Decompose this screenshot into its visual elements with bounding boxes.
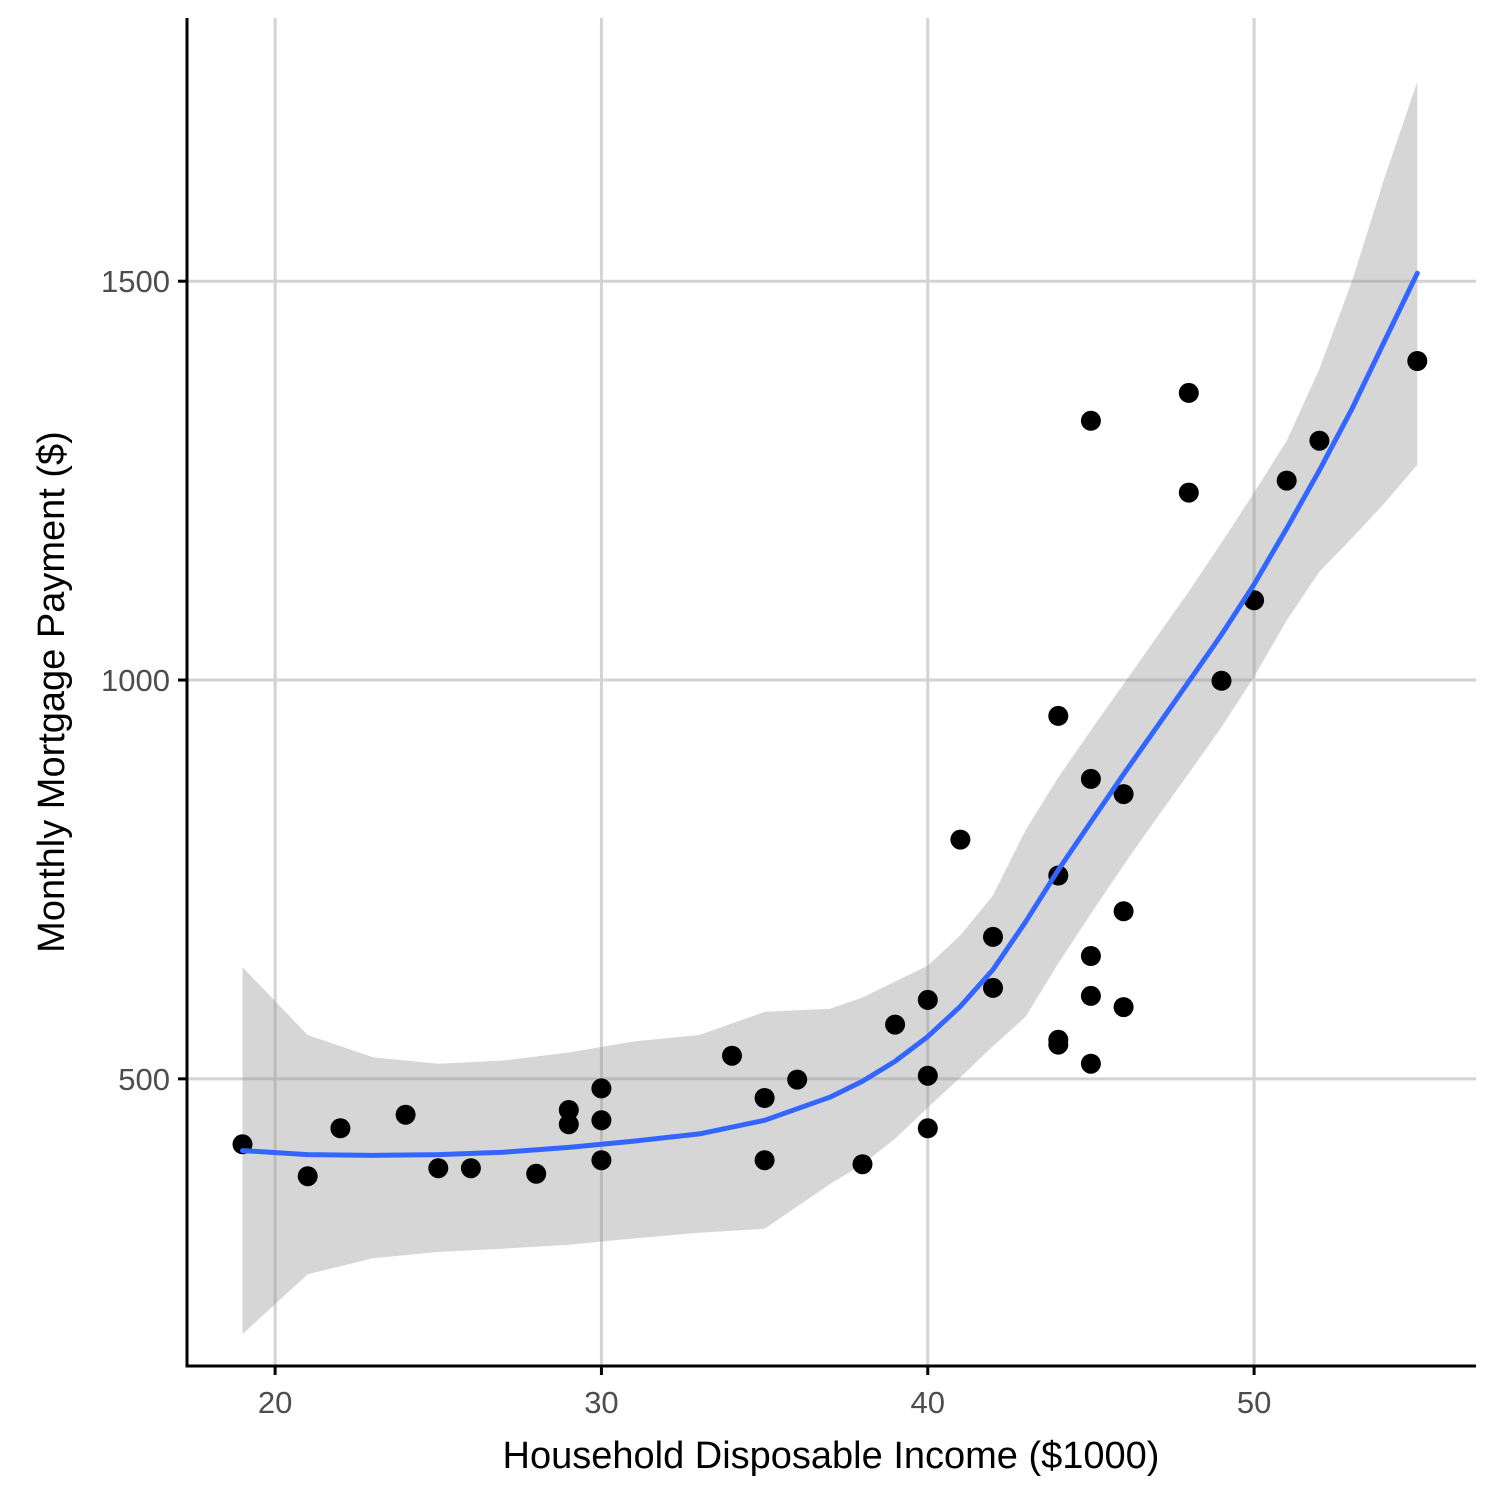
- data-point: [1080, 410, 1101, 431]
- data-point: [297, 1166, 318, 1187]
- data-point: [1113, 997, 1134, 1018]
- data-point: [1276, 470, 1297, 491]
- data-point: [591, 1078, 612, 1099]
- data-point: [460, 1158, 481, 1179]
- axis-ticks: 20 30 40 50 500 1000 1500: [101, 264, 1271, 1420]
- data-point: [1080, 985, 1101, 1006]
- data-point: [395, 1104, 416, 1125]
- data-point: [885, 1014, 906, 1035]
- y-tick-label: 1000: [101, 663, 170, 698]
- y-tick-label: 500: [118, 1062, 170, 1097]
- data-point: [1080, 1053, 1101, 1074]
- x-tick-label: 20: [258, 1385, 292, 1420]
- data-point: [983, 977, 1003, 998]
- x-tick-label: 40: [911, 1385, 945, 1420]
- x-tick-label: 50: [1237, 1385, 1271, 1420]
- smooth-fit-line: [240, 270, 1420, 1158]
- data-point: [558, 1100, 579, 1120]
- data-point: [1178, 482, 1199, 503]
- data-point: [591, 1150, 612, 1171]
- data-point: [591, 1110, 612, 1131]
- data-point: [1113, 901, 1134, 922]
- data-points: [232, 351, 1428, 1187]
- confidence-ribbon: [242, 81, 1418, 1335]
- x-axis-title: Household Disposable Income ($1000): [503, 1435, 1160, 1477]
- data-point: [917, 989, 938, 1010]
- data-point: [852, 1154, 873, 1175]
- x-tick-label: 30: [584, 1385, 618, 1420]
- data-point: [722, 1045, 742, 1066]
- data-point: [1048, 1034, 1069, 1055]
- data-point: [917, 1118, 938, 1139]
- data-point: [1113, 784, 1134, 805]
- data-point: [428, 1158, 449, 1179]
- data-point: [1407, 351, 1428, 371]
- y-axis-title: Monthly Mortgage Payment ($): [31, 431, 73, 953]
- gridlines: [187, 18, 1476, 1366]
- data-point: [1309, 430, 1330, 451]
- data-point: [1048, 705, 1069, 726]
- data-point: [917, 1065, 938, 1086]
- data-point: [983, 926, 1003, 947]
- data-point: [787, 1069, 808, 1090]
- data-point: [1080, 946, 1101, 966]
- data-point: [754, 1088, 775, 1108]
- data-point: [526, 1163, 547, 1184]
- data-point: [558, 1114, 579, 1135]
- y-tick-label: 1500: [101, 264, 170, 299]
- data-point: [1211, 670, 1232, 691]
- data-point: [1178, 382, 1199, 403]
- data-point: [754, 1150, 775, 1171]
- data-point: [950, 829, 971, 850]
- data-point: [1080, 768, 1101, 789]
- data-point: [330, 1118, 351, 1139]
